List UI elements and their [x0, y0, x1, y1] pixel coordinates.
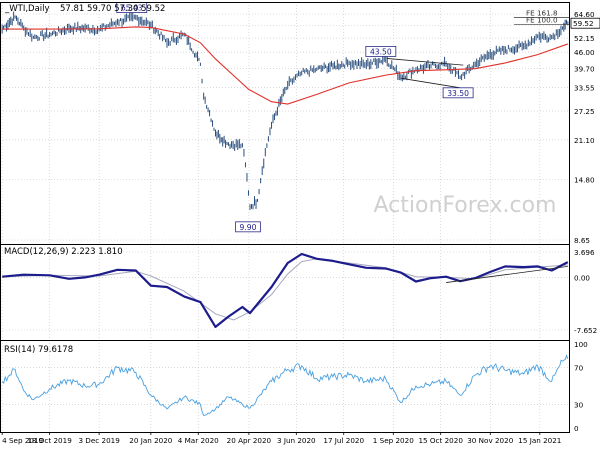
price-y-tick-label: 14.80 [574, 176, 595, 185]
macd-line [2, 252, 569, 328]
x-tick-label: 20 Apr 2020 [227, 436, 272, 445]
macd-signal-line [2, 258, 568, 321]
price-annotation: 43.50 [370, 47, 392, 56]
moving-average-line [2, 26, 569, 105]
ohlc-quote: 57.81 59.70 57.30 59.52 [60, 4, 165, 14]
rsi-y-tick-label: 100 [574, 340, 588, 349]
price-y-tick-label: 33.55 [574, 84, 595, 93]
price-y-tick-label: 39.70 [574, 65, 595, 74]
x-tick-label: 4 Mar 2020 [178, 436, 219, 445]
rsi-y-tick-label: 0 [574, 424, 579, 433]
price-y-tick-label: 46.00 [574, 48, 595, 57]
rsi-line [1, 354, 569, 416]
x-tick-label: 15 Oct 2020 [418, 436, 463, 445]
price-y-tick-label: 64.60 [574, 10, 595, 19]
price-annotation-box [365, 46, 397, 57]
price-annotation: 33.50 [447, 89, 469, 98]
macd-label: MACD(12,26,9) 2.223 1.810 [4, 247, 123, 257]
price-y-tick-label: 8.65 [574, 236, 590, 245]
fib-level-label: FE 100.0 [526, 16, 558, 25]
macd-y-tick-label: 0.00 [574, 273, 590, 282]
price-annotation-box [235, 221, 261, 233]
symbol-label: _WTI,Daily [4, 4, 50, 14]
rsi-label: RSI(14) 79.6178 [4, 345, 73, 355]
panel-frames [0, 2, 570, 433]
watermark: ActionForex.com [374, 193, 557, 218]
rsi-y-tick-label: 70 [574, 364, 584, 373]
panel-frame [0, 340, 570, 433]
x-tick-label: 4 Sep 2019 [2, 436, 43, 445]
price-y-tick-label: 21.10 [574, 136, 595, 145]
price-annotation: 9.90 [240, 223, 257, 232]
macd-panel [2, 252, 569, 328]
x-tick-label: 18 Oct 2019 [27, 436, 72, 445]
macd-y-tick-label: -7.652 [574, 326, 597, 335]
rsi-y-tick-label: 30 [574, 400, 584, 409]
price-panel: FE 161.8FE 100.0 65.43 9.90 43.50 33.50 [1, 2, 570, 233]
grid-layer [0, 2, 570, 432]
price-annotation: 65.43 [121, 4, 143, 13]
price-y-tick-label: 52.15 [574, 34, 595, 43]
fib-level-label: FE 161.8 [526, 9, 558, 18]
y-axis-labels: 64.6058.4552.1546.0039.7033.5527.2521.10… [570, 10, 600, 433]
x-tick-label: 30 Nov 2020 [467, 436, 513, 445]
price-y-tick-label: 27.25 [574, 107, 595, 116]
x-tick-label: 1 Sep 2020 [373, 436, 414, 445]
x-tick-label: 17 Jul 2020 [323, 436, 364, 445]
x-tick-label: 15 Jan 2021 [518, 436, 561, 445]
macd-y-tick-label: 3.696 [574, 248, 595, 257]
rsi-panel [1, 354, 569, 416]
channel-upper-line [386, 58, 464, 66]
x-tick-label: 3 Jun 2020 [277, 436, 316, 445]
current-price-label: 59.52 [573, 19, 594, 28]
x-tick-label: 20 Jan 2020 [129, 436, 173, 445]
macd-trendline [446, 266, 568, 283]
current-price-tag [570, 17, 600, 29]
x-tick-label: 3 Dec 2019 [78, 436, 120, 445]
channel-lower-line [400, 77, 461, 89]
price-annotation-box [442, 87, 474, 99]
